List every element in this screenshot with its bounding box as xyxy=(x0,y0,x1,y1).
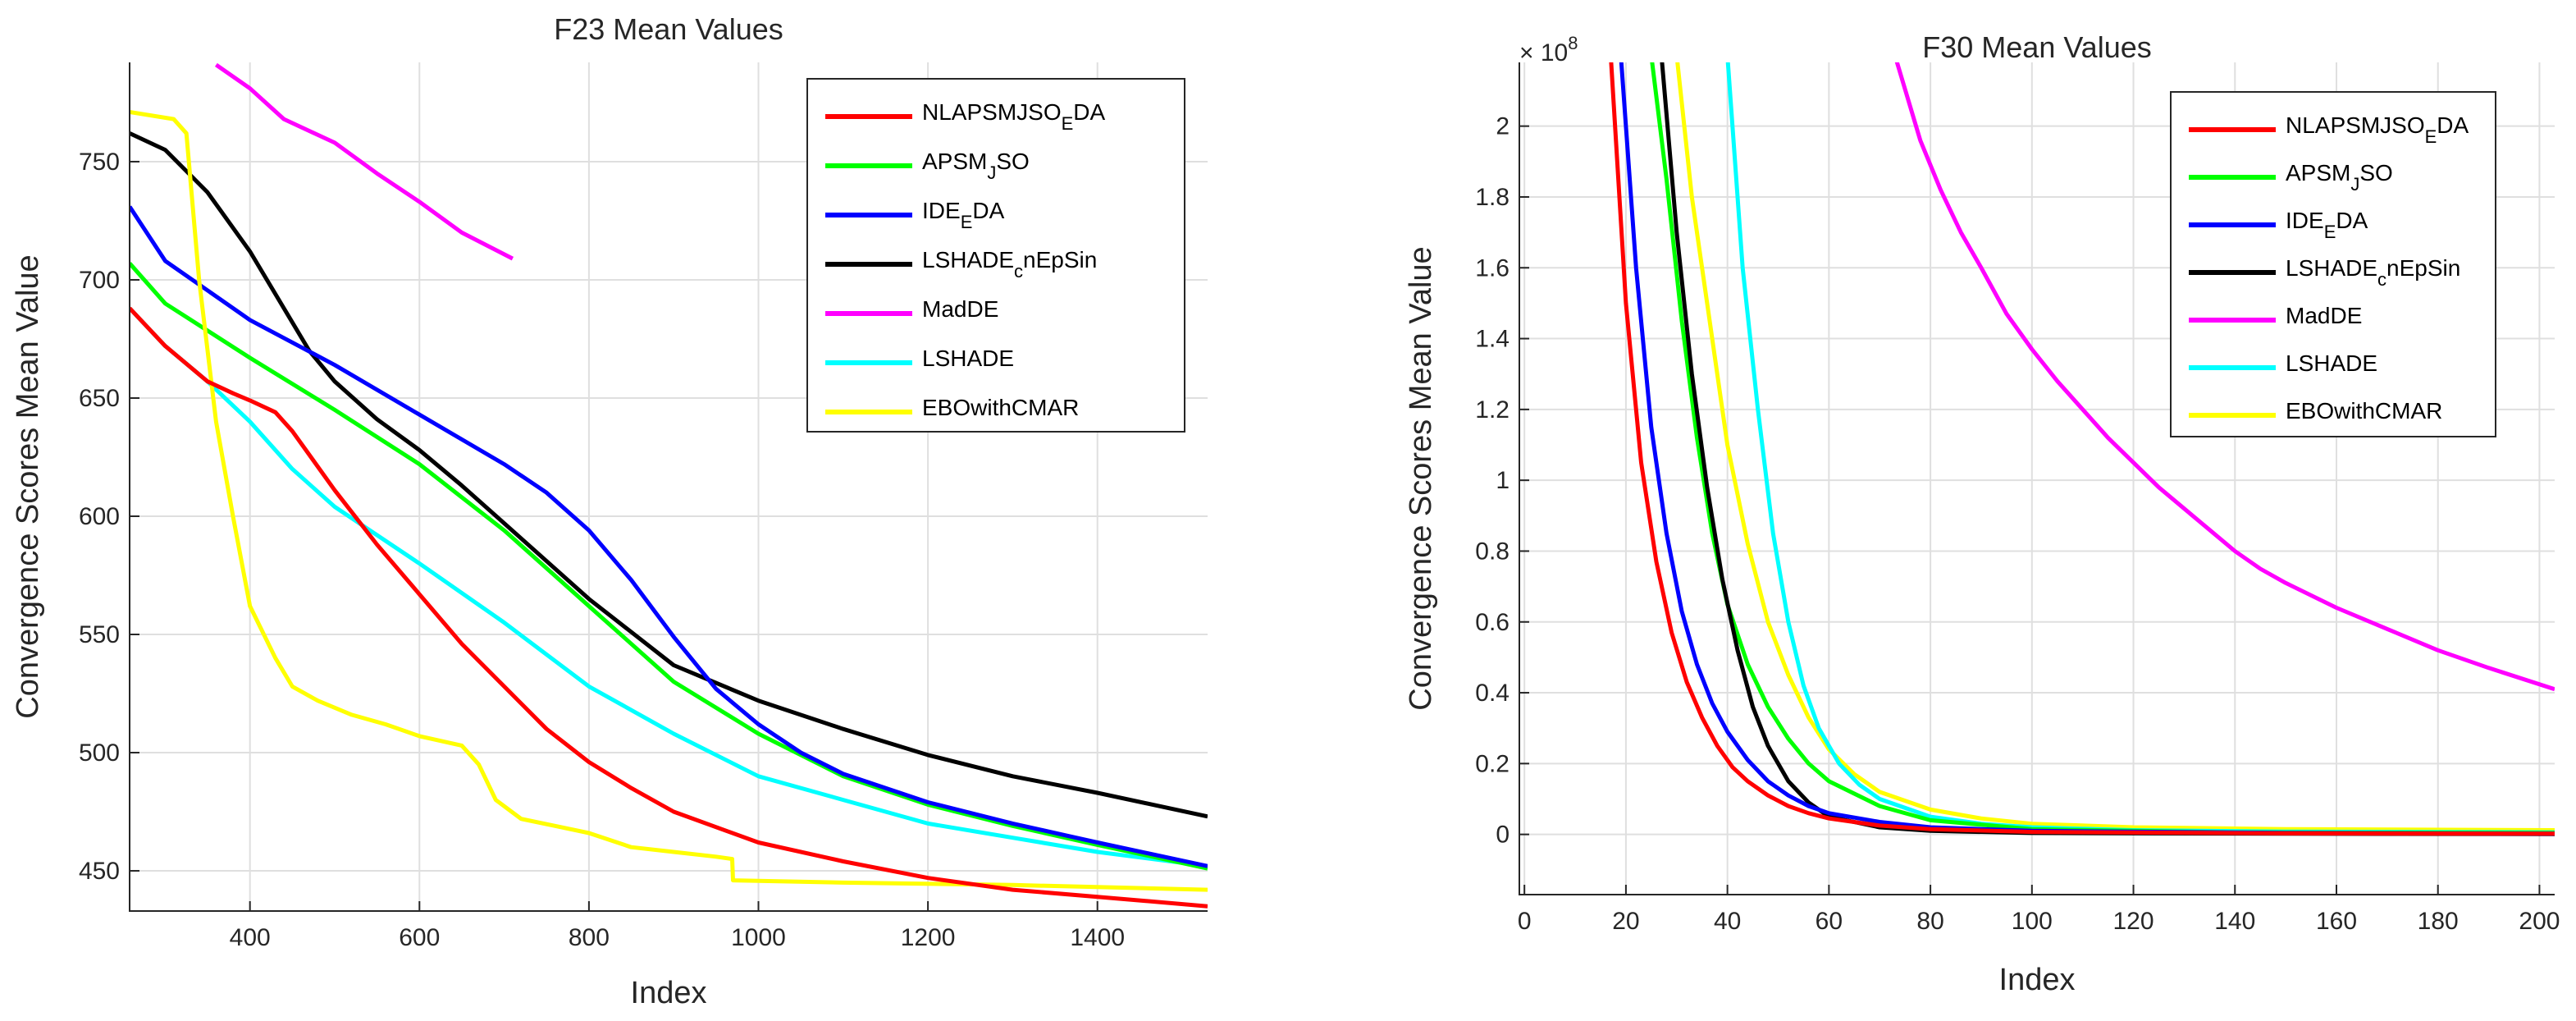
chart-title: F23 Mean Values xyxy=(554,12,783,46)
legend-label: MadDE xyxy=(2286,303,2362,328)
legend-label: APSMJSO xyxy=(922,149,1030,183)
x-tick-label: 1400 xyxy=(1070,924,1125,951)
y-tick-label: 0 xyxy=(1496,822,1510,849)
legend-entry-LSHADE: LSHADE xyxy=(825,346,1014,371)
x-tick-label: 140 xyxy=(2214,908,2255,935)
x-tick-label: 200 xyxy=(2519,908,2560,935)
x-tick-label: 0 xyxy=(1518,908,1532,935)
y-tick-label: 1.4 xyxy=(1475,326,1510,353)
legend-label: MadDE xyxy=(922,296,998,322)
y-tick-label: 0.8 xyxy=(1475,538,1510,565)
legend-label: IDEEDA xyxy=(922,198,1005,232)
y-scale-label: × 108 xyxy=(1519,33,1578,66)
series-line-MadDE xyxy=(1894,62,2555,692)
legend-entry-APSM_JSO: APSMJSO xyxy=(825,149,1030,183)
y-tick-label: 750 xyxy=(79,149,120,176)
y-tick-label: 550 xyxy=(79,621,120,648)
chart-2: 0 20 40 60 80 100 120 140 160 180 200 0 0.2 0.4 0.6 0.8… xyxy=(1404,30,2560,997)
series-line-NLAPSMJSO_EDA xyxy=(1609,62,2555,836)
y-axis-label: Convergence Scores Mean Value xyxy=(1404,246,1438,710)
x-tick-label: 1200 xyxy=(901,924,956,951)
legend-label: APSMJSO xyxy=(2286,160,2393,195)
legend-label: IDEEDA xyxy=(2286,208,2368,242)
chart-1: 400 600 800 1000 1200 1400 450 500 550 600 650 700 7… xyxy=(11,12,1208,1010)
legend-label: NLAPSMJSOEDA xyxy=(922,99,1106,134)
legend-label: LSHADE xyxy=(2286,350,2377,376)
series-group xyxy=(1609,62,2555,836)
y-tick-label: 650 xyxy=(79,385,120,412)
x-tick-label: 100 xyxy=(2012,908,2053,935)
axes xyxy=(1519,62,2555,895)
series-line-APSM_JSO xyxy=(1650,62,2555,836)
x-tick-label: 40 xyxy=(1714,908,1741,935)
legend-label: LSHADE xyxy=(922,346,1014,371)
axes xyxy=(129,62,1208,912)
x-tick-label: 160 xyxy=(2316,908,2357,935)
series-line-IDE_EDA xyxy=(130,205,1208,868)
x-tick-label: 120 xyxy=(2113,908,2154,935)
legend-label: NLAPSMJSOEDA xyxy=(2286,112,2469,147)
y-tick-label: 0.2 xyxy=(1475,750,1510,777)
y-tick-label: 700 xyxy=(79,267,120,294)
legend-entry-IDE_EDA: IDEEDA xyxy=(2189,208,2368,242)
x-tick-label: 600 xyxy=(399,924,440,951)
series-group xyxy=(130,62,1208,909)
series-line-APSM_JSO xyxy=(130,262,1208,871)
legend-label: EBOwithCMAR xyxy=(922,395,1079,420)
y-tick-label: 0.6 xyxy=(1475,609,1510,636)
x-tick-label: 1000 xyxy=(731,924,786,951)
x-tick-label: 20 xyxy=(1612,908,1639,935)
legend-entry-NLAPSMJSO_EDA: NLAPSMJSOEDA xyxy=(825,99,1106,134)
legend-entry-LSHADE_cnEpSin: LSHADEcnEpSin xyxy=(2189,255,2460,290)
series-line-EBOwithCMAR xyxy=(130,110,1208,892)
x-tick-label: 400 xyxy=(230,924,271,951)
legend-label: EBOwithCMAR xyxy=(2286,398,2442,424)
x-tick-label: 800 xyxy=(569,924,610,951)
x-axis-label: Index xyxy=(631,976,707,1010)
y-tick-label: 1.6 xyxy=(1475,254,1510,282)
x-tick-label: 80 xyxy=(1916,908,1943,935)
series-line-NLAPSMJSO_EDA xyxy=(130,306,1208,909)
legend-entry-EBOwithCMAR: EBOwithCMAR xyxy=(2189,398,2442,424)
legend-label: LSHADEcnEpSin xyxy=(2286,255,2460,290)
legend-entry-MadDE: MadDE xyxy=(2189,303,2362,328)
legend-entry-EBOwithCMAR: EBOwithCMAR xyxy=(825,395,1079,420)
x-tick-label: 180 xyxy=(2418,908,2459,935)
y-axis-label: Convergence Scores Mean Value xyxy=(11,254,45,718)
chart-title: F30 Mean Values xyxy=(1922,30,2152,64)
series-line-LSHADE xyxy=(130,306,1208,868)
y-tick-label: 1.8 xyxy=(1475,184,1510,211)
legend-entry-LSHADE: LSHADE xyxy=(2189,350,2377,376)
series-line-MadDE xyxy=(214,62,514,261)
legend-box xyxy=(806,78,1185,433)
y-tick-label: 600 xyxy=(79,503,120,530)
legend-box xyxy=(2170,91,2496,437)
legend-entry-NLAPSMJSO_EDA: NLAPSMJSOEDA xyxy=(2189,112,2469,147)
legend-entry-LSHADE_cnEpSin: LSHADEcnEpSin xyxy=(825,247,1097,282)
legend-entry-MadDE: MadDE xyxy=(825,296,998,322)
series-line-LSHADE_cnEpSin xyxy=(130,131,1208,819)
y-tick-label: 500 xyxy=(79,739,120,767)
y-tick-label: 450 xyxy=(79,858,120,885)
legend-entry-IDE_EDA: IDEEDA xyxy=(825,198,1005,232)
legend: NLAPSMJSOEDA APSMJSO IDEEDA LSHADEcnEpSin Ma… xyxy=(2170,91,2496,437)
y-tick-label: 1 xyxy=(1496,467,1510,494)
y-tick-label: 2 xyxy=(1496,113,1510,140)
legend: NLAPSMJSOEDA APSMJSO IDEEDA LSHADEcnEpSin Ma… xyxy=(806,78,1185,433)
x-axis-label: Index xyxy=(1999,963,2076,997)
legend-entry-APSM_JSO: APSMJSO xyxy=(2189,160,2393,195)
y-tick-label: 0.4 xyxy=(1475,680,1510,707)
legend-label: LSHADEcnEpSin xyxy=(922,247,1097,282)
y-tick-label: 1.2 xyxy=(1475,396,1510,424)
x-tick-label: 60 xyxy=(1816,908,1843,935)
